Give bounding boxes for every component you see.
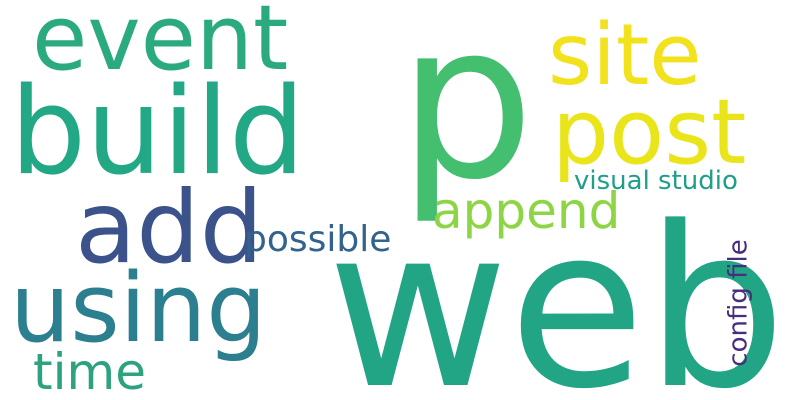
word-time: time <box>33 343 146 400</box>
word-p: p <box>398 0 535 227</box>
word-web: web <box>327 180 787 400</box>
word-site: site <box>548 6 702 105</box>
word-event: event <box>32 0 289 91</box>
word-append: append <box>432 182 621 240</box>
word-config-file: config file <box>723 239 754 367</box>
word-add: add <box>75 169 264 286</box>
word-build: build <box>10 63 306 202</box>
word-post: post <box>552 80 747 185</box>
word-visual-studio: visual studio <box>574 166 738 196</box>
word-possible: possible <box>244 219 392 260</box>
word-using: using <box>10 254 267 364</box>
